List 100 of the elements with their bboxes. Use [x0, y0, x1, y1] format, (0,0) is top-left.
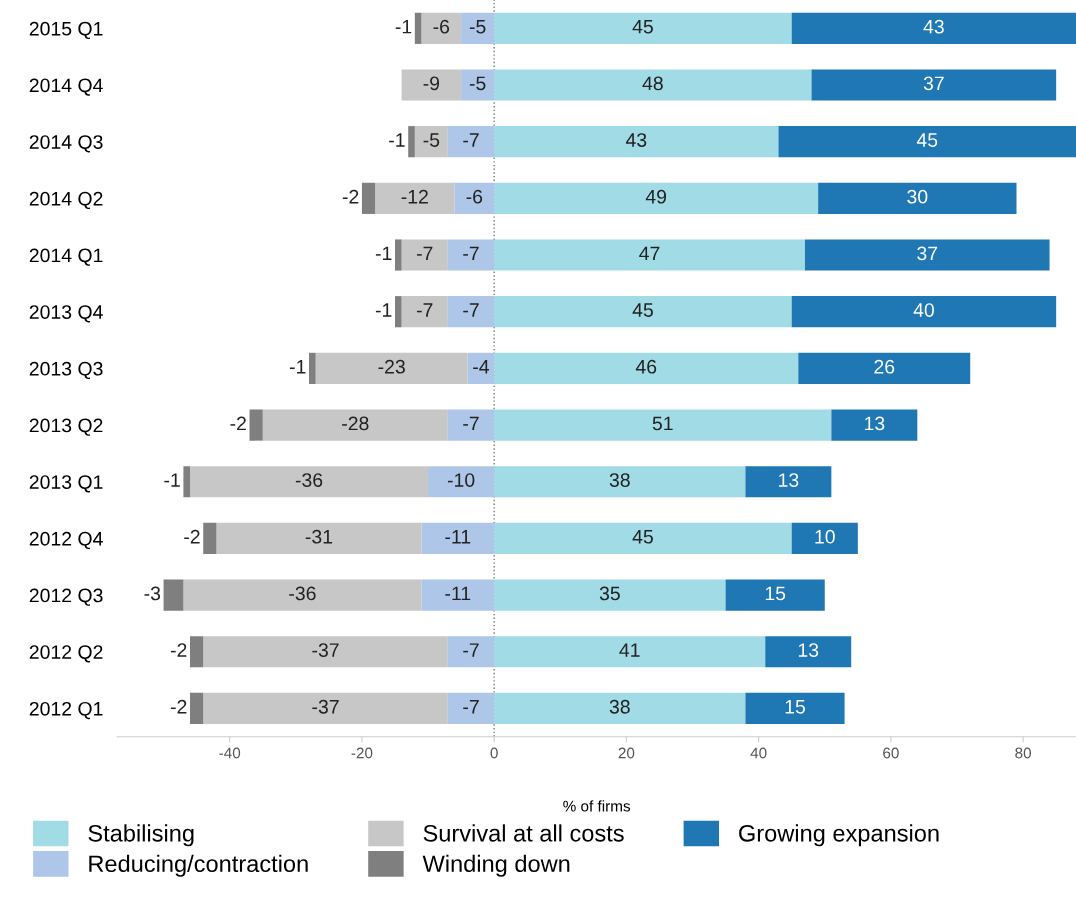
data-label: 10 [815, 529, 835, 544]
bar [361, 182, 376, 214]
bar [309, 352, 316, 384]
bar [421, 522, 495, 554]
data-label: -1 [375, 303, 392, 317]
bar [447, 126, 495, 158]
data-label: -7 [463, 643, 479, 657]
data-label: -7 [463, 246, 479, 261]
data-label: 37 [923, 76, 944, 91]
data-label: 47 [639, 246, 660, 261]
legend-label: Survival at all costs [423, 824, 624, 842]
data-label: -7 [416, 246, 433, 261]
bar [428, 466, 495, 498]
data-label: -7 [463, 303, 479, 317]
data-label: -11 [445, 530, 471, 544]
data-label: -10 [447, 473, 475, 487]
bar [394, 296, 402, 328]
y-tick-label: 2012 Q3 [29, 588, 103, 606]
bar [791, 296, 1057, 328]
data-label: -7 [463, 133, 479, 147]
bar [401, 296, 448, 328]
x-tick-label: 0 [490, 747, 498, 759]
data-label: 15 [785, 700, 805, 714]
data-label: 45 [916, 133, 938, 147]
y-tick-label: 2014 Q4 [29, 78, 103, 96]
data-label: -1 [395, 19, 412, 34]
data-label: 13 [865, 416, 885, 431]
x-tick-label: 60 [883, 747, 899, 759]
data-label: -6 [466, 189, 483, 204]
data-label: -28 [342, 416, 369, 431]
bar [421, 12, 462, 44]
data-label: -37 [312, 643, 339, 657]
bar [447, 636, 495, 668]
data-label: -7 [463, 416, 479, 431]
data-label: 45 [632, 530, 653, 544]
data-label: 38 [609, 699, 630, 714]
data-label: 37 [917, 246, 938, 261]
bar [494, 239, 805, 271]
bar [216, 522, 422, 554]
legend-label: Growing expansion [739, 824, 939, 847]
data-label: -5 [423, 133, 440, 147]
bar [725, 579, 825, 611]
bar [408, 126, 415, 158]
bar [461, 69, 495, 101]
y-tick-label: 2013 Q2 [29, 418, 103, 436]
data-label: -2 [342, 189, 359, 204]
bar [494, 692, 746, 725]
bar [798, 352, 971, 384]
data-label: -5 [469, 19, 486, 34]
data-label: -5 [469, 76, 486, 91]
data-label: -9 [423, 76, 440, 91]
data-label: -12 [401, 189, 428, 204]
data-label: 51 [652, 416, 673, 431]
bar [447, 409, 495, 441]
y-tick-label: 2012 Q2 [29, 645, 103, 663]
y-tick-label: 2013 Q4 [29, 305, 103, 323]
bar [467, 352, 495, 384]
data-label: 35 [599, 586, 620, 601]
x-tick-label: 80 [1015, 747, 1032, 759]
data-label: -1 [389, 133, 405, 147]
data-label: -3 [144, 586, 161, 601]
data-label: -1 [375, 246, 392, 261]
bar [791, 12, 1076, 44]
bar [203, 692, 448, 725]
bar [163, 579, 184, 611]
bar [447, 692, 495, 725]
data-label: 15 [765, 586, 786, 601]
bar [183, 466, 191, 498]
bar [414, 126, 448, 158]
bar [401, 69, 462, 101]
data-label: -36 [295, 473, 323, 487]
bar [183, 579, 422, 611]
bar [421, 579, 495, 611]
data-label: 26 [874, 359, 895, 374]
data-label: 43 [923, 19, 944, 34]
data-label: -2 [170, 643, 187, 657]
bar [494, 296, 792, 328]
data-label: -7 [463, 700, 479, 714]
data-label: -1 [289, 360, 306, 374]
y-tick-label: 2013 Q3 [29, 361, 103, 380]
data-label: 13 [798, 643, 819, 657]
data-label: 46 [635, 359, 657, 374]
data-label: -23 [378, 359, 405, 374]
x-tick-label: 40 [750, 747, 767, 759]
data-label: 41 [619, 643, 640, 657]
data-label: -2 [230, 416, 246, 431]
x-axis-title: % of firms [563, 800, 631, 812]
bar [745, 692, 845, 725]
legend-label: Stabilising [88, 824, 194, 847]
bar [461, 12, 495, 44]
x-tick-label: 20 [618, 747, 635, 759]
bar [454, 182, 495, 214]
bar [804, 239, 1050, 271]
bar [375, 182, 455, 214]
bar [494, 126, 779, 158]
data-label: -7 [416, 303, 433, 317]
data-label: 48 [642, 76, 663, 91]
legend-label: Reducing/contraction [89, 854, 308, 877]
x-tick-label: -20 [351, 747, 373, 759]
bar [811, 69, 1057, 101]
